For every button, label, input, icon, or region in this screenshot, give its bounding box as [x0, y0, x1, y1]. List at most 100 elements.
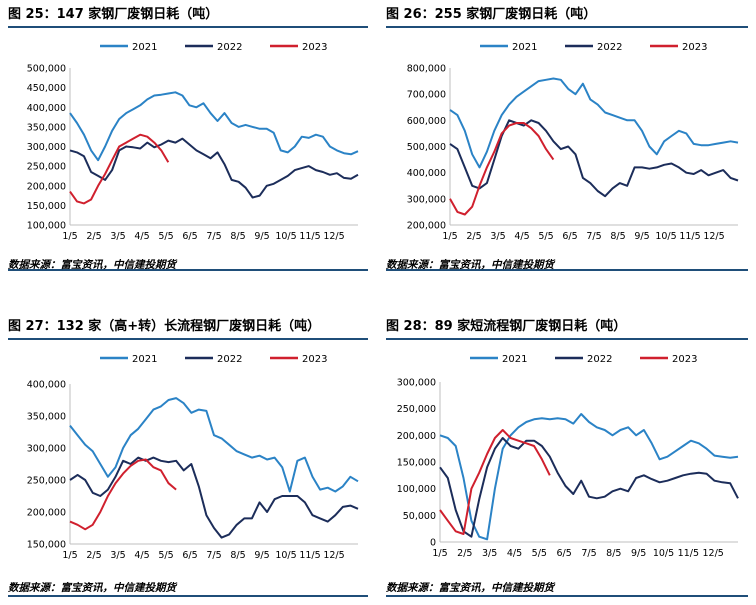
x-tick-label: 2/5: [86, 231, 101, 242]
y-tick-label: 150,000: [27, 201, 66, 212]
x-tick-label: 9/5: [631, 548, 646, 559]
chart-title: 图 26：255 家钢厂废钢日耗（吨）: [386, 7, 597, 22]
y-tick-label: 200,000: [407, 221, 446, 232]
series-2022-line: [69, 137, 359, 199]
x-tick-label: 12/5: [323, 231, 344, 242]
x-tick-label: 11/5: [679, 231, 700, 242]
y-tick-label: 0: [430, 538, 436, 549]
x-tick-label: 7/5: [206, 550, 221, 561]
x-tick-label: 1/5: [432, 548, 447, 559]
legend-label-2023: 2023: [682, 42, 707, 53]
x-tick-label: 4/5: [507, 548, 522, 559]
y-tick-label: 300,000: [397, 378, 436, 389]
source-note: 数据来源：富宝资讯，中信建投期货: [8, 582, 176, 594]
x-tick-label: 11/5: [678, 548, 699, 559]
source-note: 数据来源：富宝资讯，中信建投期货: [8, 259, 176, 271]
y-tick-label: 50,000: [403, 511, 436, 522]
x-tick-label: 12/5: [703, 231, 724, 242]
x-tick-label: 3/5: [110, 550, 125, 561]
chart-title: 图 27：132 家（高+转）长流程钢厂废钢日耗（吨）: [8, 319, 321, 334]
x-tick-label: 9/5: [254, 231, 269, 242]
x-tick-label: 1/5: [442, 231, 457, 242]
y-tick-label: 300,000: [27, 142, 66, 153]
legend-label-2023: 2023: [672, 354, 697, 365]
x-tick-label: 12/5: [702, 548, 723, 559]
y-tick-label: 400,000: [27, 380, 66, 391]
x-tick-label: 5/5: [538, 231, 553, 242]
y-tick-label: 250,000: [27, 476, 66, 487]
x-tick-label: 10/5: [655, 231, 676, 242]
x-tick-label: 3/5: [490, 231, 505, 242]
source-note: 数据来源：富宝资讯，中信建投期货: [386, 259, 554, 271]
y-tick-label: 150,000: [397, 458, 436, 469]
chart-panel-2: 图 26：255 家钢厂废钢日耗（吨） 800,000 700,000 600,00…: [386, 0, 748, 300]
x-tick-label: 6/5: [182, 550, 197, 561]
series-2023-line: [439, 429, 551, 535]
series-2021-line: [439, 413, 739, 541]
title-rule: [386, 26, 748, 28]
source-rule: [8, 269, 368, 271]
legend-label-2022: 2022: [597, 42, 622, 53]
line-chart: 400,000 350,000 300,000 250,000 200,000 150,0…: [27, 354, 359, 561]
chart-panel-4: 图 28：89 家短流程钢厂废钢日耗（吨） 300,000 250,000 200,…: [386, 312, 748, 605]
line-chart: 500,000 450,000 400,000 350,000 300,000 250,0…: [27, 42, 359, 242]
x-tick-label: 1/5: [62, 550, 77, 561]
source-rule: [8, 595, 368, 597]
legend-label-2023: 2023: [302, 354, 327, 365]
x-tick-label: 5/5: [532, 548, 547, 559]
legend-label-2021: 2021: [512, 42, 537, 53]
x-tick-label: 9/5: [634, 231, 649, 242]
y-tick-label: 500,000: [407, 142, 446, 153]
y-tick-label: 100,000: [397, 484, 436, 495]
series-2022-line: [69, 456, 359, 539]
x-tick-label: 2/5: [466, 231, 481, 242]
x-tick-label: 8/5: [230, 550, 245, 561]
legend-label-2021: 2021: [132, 42, 157, 53]
chart-panel-3: 图 27：132 家（高+转）长流程钢厂废钢日耗（吨） 400,000 350,0…: [8, 312, 368, 605]
x-tick-label: 5/5: [158, 231, 173, 242]
x-tick-label: 7/5: [581, 548, 596, 559]
x-tick-label: 6/5: [557, 548, 572, 559]
legend-label-2022: 2022: [217, 42, 242, 53]
x-tick-label: 8/5: [230, 231, 245, 242]
series-2023-line: [449, 122, 555, 216]
x-tick-label: 12/5: [323, 550, 344, 561]
x-tick-label: 9/5: [254, 550, 269, 561]
x-tick-label: 6/5: [562, 231, 577, 242]
x-tick-label: 7/5: [206, 231, 221, 242]
y-tick-label: 400,000: [27, 103, 66, 114]
x-tick-label: 10/5: [275, 550, 296, 561]
series-2022-line: [439, 437, 739, 538]
y-tick-label: 800,000: [407, 64, 446, 75]
x-tick-label: 10/5: [653, 548, 674, 559]
y-tick-label: 300,000: [407, 194, 446, 205]
x-tick-label: 6/5: [182, 231, 197, 242]
y-tick-label: 350,000: [27, 122, 66, 133]
x-tick-label: 2/5: [86, 550, 101, 561]
line-chart: 800,000 700,000 600,000 500,000 400,000 300,0…: [407, 42, 739, 242]
title-rule: [8, 26, 368, 28]
line-chart: 300,000 250,000 200,000 150,000 100,000 50,00…: [397, 354, 739, 559]
y-tick-label: 250,000: [27, 162, 66, 173]
y-tick-label: 600,000: [407, 116, 446, 127]
x-tick-label: 3/5: [482, 548, 497, 559]
chart-title: 图 25：147 家钢厂废钢日耗（吨）: [8, 7, 219, 22]
source-rule: [386, 595, 748, 597]
legend-label-2022: 2022: [587, 354, 612, 365]
chart-panel-1: 图 25：147 家钢厂废钢日耗（吨） 500,000 450,000 400,00…: [8, 0, 368, 300]
y-tick-label: 250,000: [397, 404, 436, 415]
source-note: 数据来源：富宝资讯，中信建投期货: [386, 582, 554, 594]
x-tick-label: 8/5: [610, 231, 625, 242]
y-tick-label: 450,000: [27, 83, 66, 94]
x-tick-label: 8/5: [606, 548, 621, 559]
series-2022-line: [449, 119, 739, 198]
y-tick-label: 500,000: [27, 64, 66, 75]
y-tick-label: 300,000: [27, 444, 66, 455]
x-tick-label: 5/5: [158, 550, 173, 561]
series-2021-line: [69, 397, 359, 493]
series-2021-line: [69, 91, 359, 162]
x-tick-label: 3/5: [110, 231, 125, 242]
legend-label-2021: 2021: [132, 354, 157, 365]
y-tick-label: 700,000: [407, 90, 446, 101]
y-tick-label: 200,000: [27, 181, 66, 192]
